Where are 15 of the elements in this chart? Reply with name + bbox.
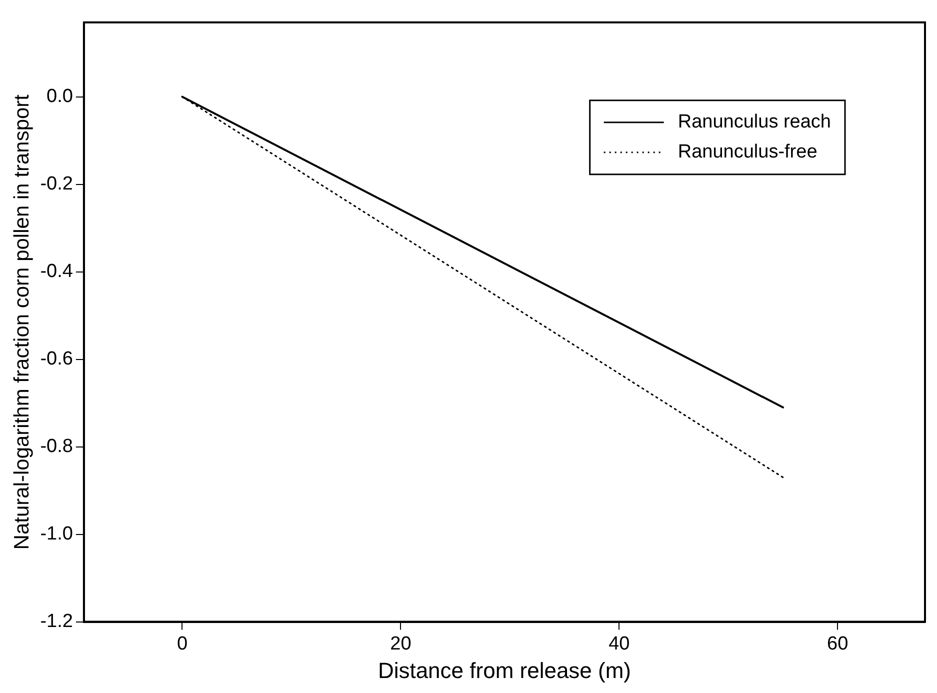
x-tick-label: 40 xyxy=(608,633,630,654)
x-axis-title: Distance from release (m) xyxy=(378,658,632,683)
legend-label: Ranunculus reach xyxy=(678,112,832,133)
y-tick-label: -0.4 xyxy=(40,261,74,282)
y-tick-label: -1.0 xyxy=(40,524,73,545)
y-tick-label: -0.2 xyxy=(40,174,73,195)
y-tick-label: -1.2 xyxy=(40,611,73,632)
y-tick-label: -0.6 xyxy=(40,348,73,370)
y-axis-title: Natural-logarithm fraction corn pollen in transport xyxy=(10,94,34,550)
x-tick-label: 20 xyxy=(390,633,412,654)
y-tick-label: -0.8 xyxy=(40,436,73,458)
x-tick-label: 0 xyxy=(176,633,188,654)
legend-label: Ranunculus-free xyxy=(678,142,818,163)
x-tick-label: 60 xyxy=(827,633,848,654)
y-tick-label: 0.0 xyxy=(46,86,73,108)
